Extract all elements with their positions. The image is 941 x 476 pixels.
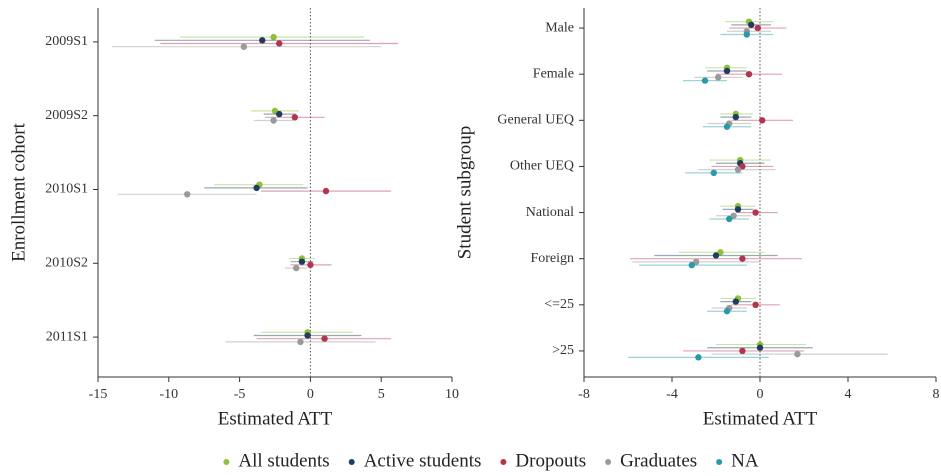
x-tick-label: 0 — [757, 387, 764, 402]
point — [723, 67, 731, 75]
point — [752, 301, 759, 309]
point — [712, 252, 720, 259]
point — [739, 255, 746, 262]
point — [734, 166, 742, 173]
point — [756, 344, 764, 351]
x-tick-label: -4 — [666, 387, 678, 402]
point — [745, 70, 753, 78]
point — [739, 163, 746, 170]
y-tick-label: Foreign — [530, 251, 574, 266]
point — [726, 215, 733, 223]
y-tick-label: >25 — [552, 343, 574, 358]
y-tick-label: 2010S2 — [45, 256, 88, 271]
x-tick-label: 0 — [307, 387, 314, 402]
point — [240, 43, 248, 50]
point — [322, 187, 330, 195]
y-tick-label: National — [526, 205, 574, 220]
x-tick-label: 4 — [845, 387, 852, 402]
point — [304, 332, 311, 339]
point — [291, 114, 299, 121]
y-tick-label: <=25 — [544, 297, 574, 312]
point — [759, 117, 766, 124]
point — [184, 191, 191, 198]
point — [723, 123, 731, 130]
y-tick-label: 2009S1 — [45, 34, 88, 49]
x-axis-title: Estimated ATT — [703, 408, 818, 429]
legend-marker — [223, 459, 230, 465]
point — [739, 347, 746, 355]
y-tick-label: 2010S1 — [45, 182, 88, 197]
point — [321, 335, 328, 342]
y-tick-label: General UEQ — [497, 113, 574, 128]
point — [730, 212, 737, 219]
y-tick-label: 2011S1 — [46, 329, 88, 344]
point — [743, 31, 750, 38]
legend-marker — [500, 459, 507, 465]
legend-marker — [348, 459, 355, 465]
point — [748, 21, 755, 29]
x-tick-label: 5 — [378, 387, 385, 402]
point — [732, 113, 739, 121]
point — [259, 37, 266, 44]
point — [701, 77, 709, 84]
point — [688, 261, 695, 269]
point — [717, 249, 724, 256]
point — [298, 258, 306, 265]
point — [734, 206, 742, 213]
x-tick-label: 8 — [933, 387, 940, 402]
point — [752, 209, 759, 216]
point — [732, 298, 739, 305]
x-tick-label: 10 — [445, 387, 459, 402]
y-axis-title: Enrollment cohort — [8, 122, 29, 261]
point — [794, 350, 801, 358]
point — [695, 354, 702, 361]
legend-label: All students — [238, 450, 329, 471]
x-tick-label: -15 — [89, 387, 108, 402]
legend-marker — [605, 459, 612, 465]
point — [253, 184, 260, 192]
point — [693, 258, 700, 266]
x-tick-label: -5 — [234, 387, 246, 402]
legend-label: NA — [731, 450, 759, 471]
point — [710, 169, 717, 177]
y-tick-label: Male — [545, 20, 574, 35]
point — [715, 74, 722, 81]
y-tick-label: 2009S2 — [45, 108, 88, 123]
legend-label: Dropouts — [515, 450, 586, 471]
point — [307, 261, 314, 269]
point — [293, 264, 300, 272]
y-tick-label: Other UEQ — [510, 159, 574, 174]
y-tick-label: Female — [533, 66, 574, 81]
legend-marker — [716, 459, 723, 465]
legend: All students Active students Dropouts Gradu… — [223, 450, 759, 471]
legend-label: Graduates — [620, 450, 697, 471]
x-tick-label: -10 — [159, 387, 178, 402]
point — [754, 24, 761, 32]
point — [276, 110, 283, 118]
x-axis-title: Estimated ATT — [218, 408, 333, 429]
legend-label: Active students — [364, 450, 482, 471]
point — [297, 338, 304, 346]
point — [276, 40, 283, 47]
point — [723, 308, 731, 315]
point — [270, 33, 277, 41]
point — [270, 117, 277, 124]
y-axis-title: Student subgroup — [454, 126, 475, 260]
x-tick-label: -8 — [578, 387, 590, 402]
